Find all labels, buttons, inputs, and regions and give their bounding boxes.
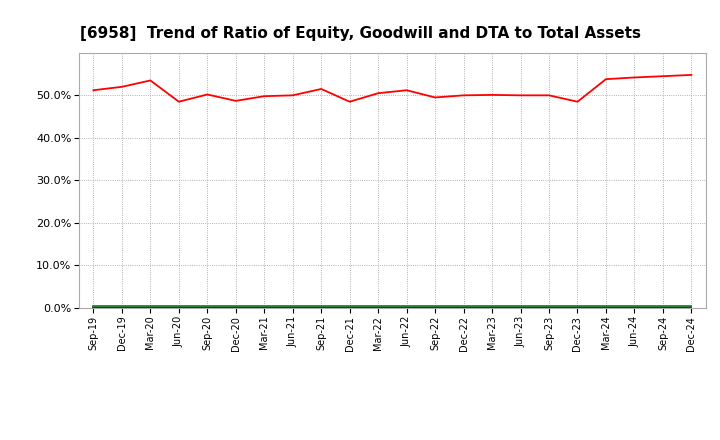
Goodwill [374,304,382,309]
Deferred Tax Assets [516,303,525,308]
Goodwill [402,304,411,309]
Deferred Tax Assets [146,303,155,308]
Goodwill [89,304,98,309]
Line: Equity: Equity [94,75,691,102]
Equity [659,73,667,79]
Deferred Tax Assets [487,303,496,308]
Equity [573,99,582,104]
Goodwill [602,304,611,309]
Goodwill [346,304,354,309]
Equity [687,72,696,77]
Deferred Tax Assets [260,303,269,308]
Deferred Tax Assets [232,303,240,308]
Goodwill [232,304,240,309]
Equity [289,93,297,98]
Equity [232,98,240,103]
Goodwill [573,304,582,309]
Goodwill [431,304,439,309]
Deferred Tax Assets [346,303,354,308]
Goodwill [516,304,525,309]
Deferred Tax Assets [289,303,297,308]
Goodwill [545,304,554,309]
Goodwill [487,304,496,309]
Goodwill [687,304,696,309]
Goodwill [459,304,468,309]
Equity [487,92,496,98]
Equity [260,94,269,99]
Deferred Tax Assets [459,303,468,308]
Goodwill [289,304,297,309]
Deferred Tax Assets [545,303,554,308]
Deferred Tax Assets [402,303,411,308]
Equity [516,93,525,98]
Goodwill [174,304,183,309]
Deferred Tax Assets [602,303,611,308]
Equity [459,93,468,98]
Equity [630,75,639,80]
Deferred Tax Assets [117,303,126,308]
Deferred Tax Assets [203,303,212,308]
Equity [174,99,183,104]
Equity [203,92,212,97]
Equity [402,88,411,93]
Deferred Tax Assets [374,303,382,308]
Equity [374,91,382,96]
Equity [89,88,98,93]
Equity [146,78,155,83]
Deferred Tax Assets [687,303,696,308]
Goodwill [117,304,126,309]
Goodwill [317,304,325,309]
Equity [317,86,325,92]
Deferred Tax Assets [317,303,325,308]
Deferred Tax Assets [431,303,439,308]
Equity [431,95,439,100]
Goodwill [146,304,155,309]
Deferred Tax Assets [174,303,183,308]
Equity [117,84,126,89]
Equity [346,99,354,104]
Deferred Tax Assets [659,303,667,308]
Goodwill [659,304,667,309]
Deferred Tax Assets [630,303,639,308]
Goodwill [630,304,639,309]
Goodwill [260,304,269,309]
Goodwill [203,304,212,309]
Equity [602,77,611,82]
Text: [6958]  Trend of Ratio of Equity, Goodwill and DTA to Total Assets: [6958] Trend of Ratio of Equity, Goodwil… [79,26,641,41]
Deferred Tax Assets [89,303,98,308]
Equity [545,93,554,98]
Deferred Tax Assets [573,303,582,308]
